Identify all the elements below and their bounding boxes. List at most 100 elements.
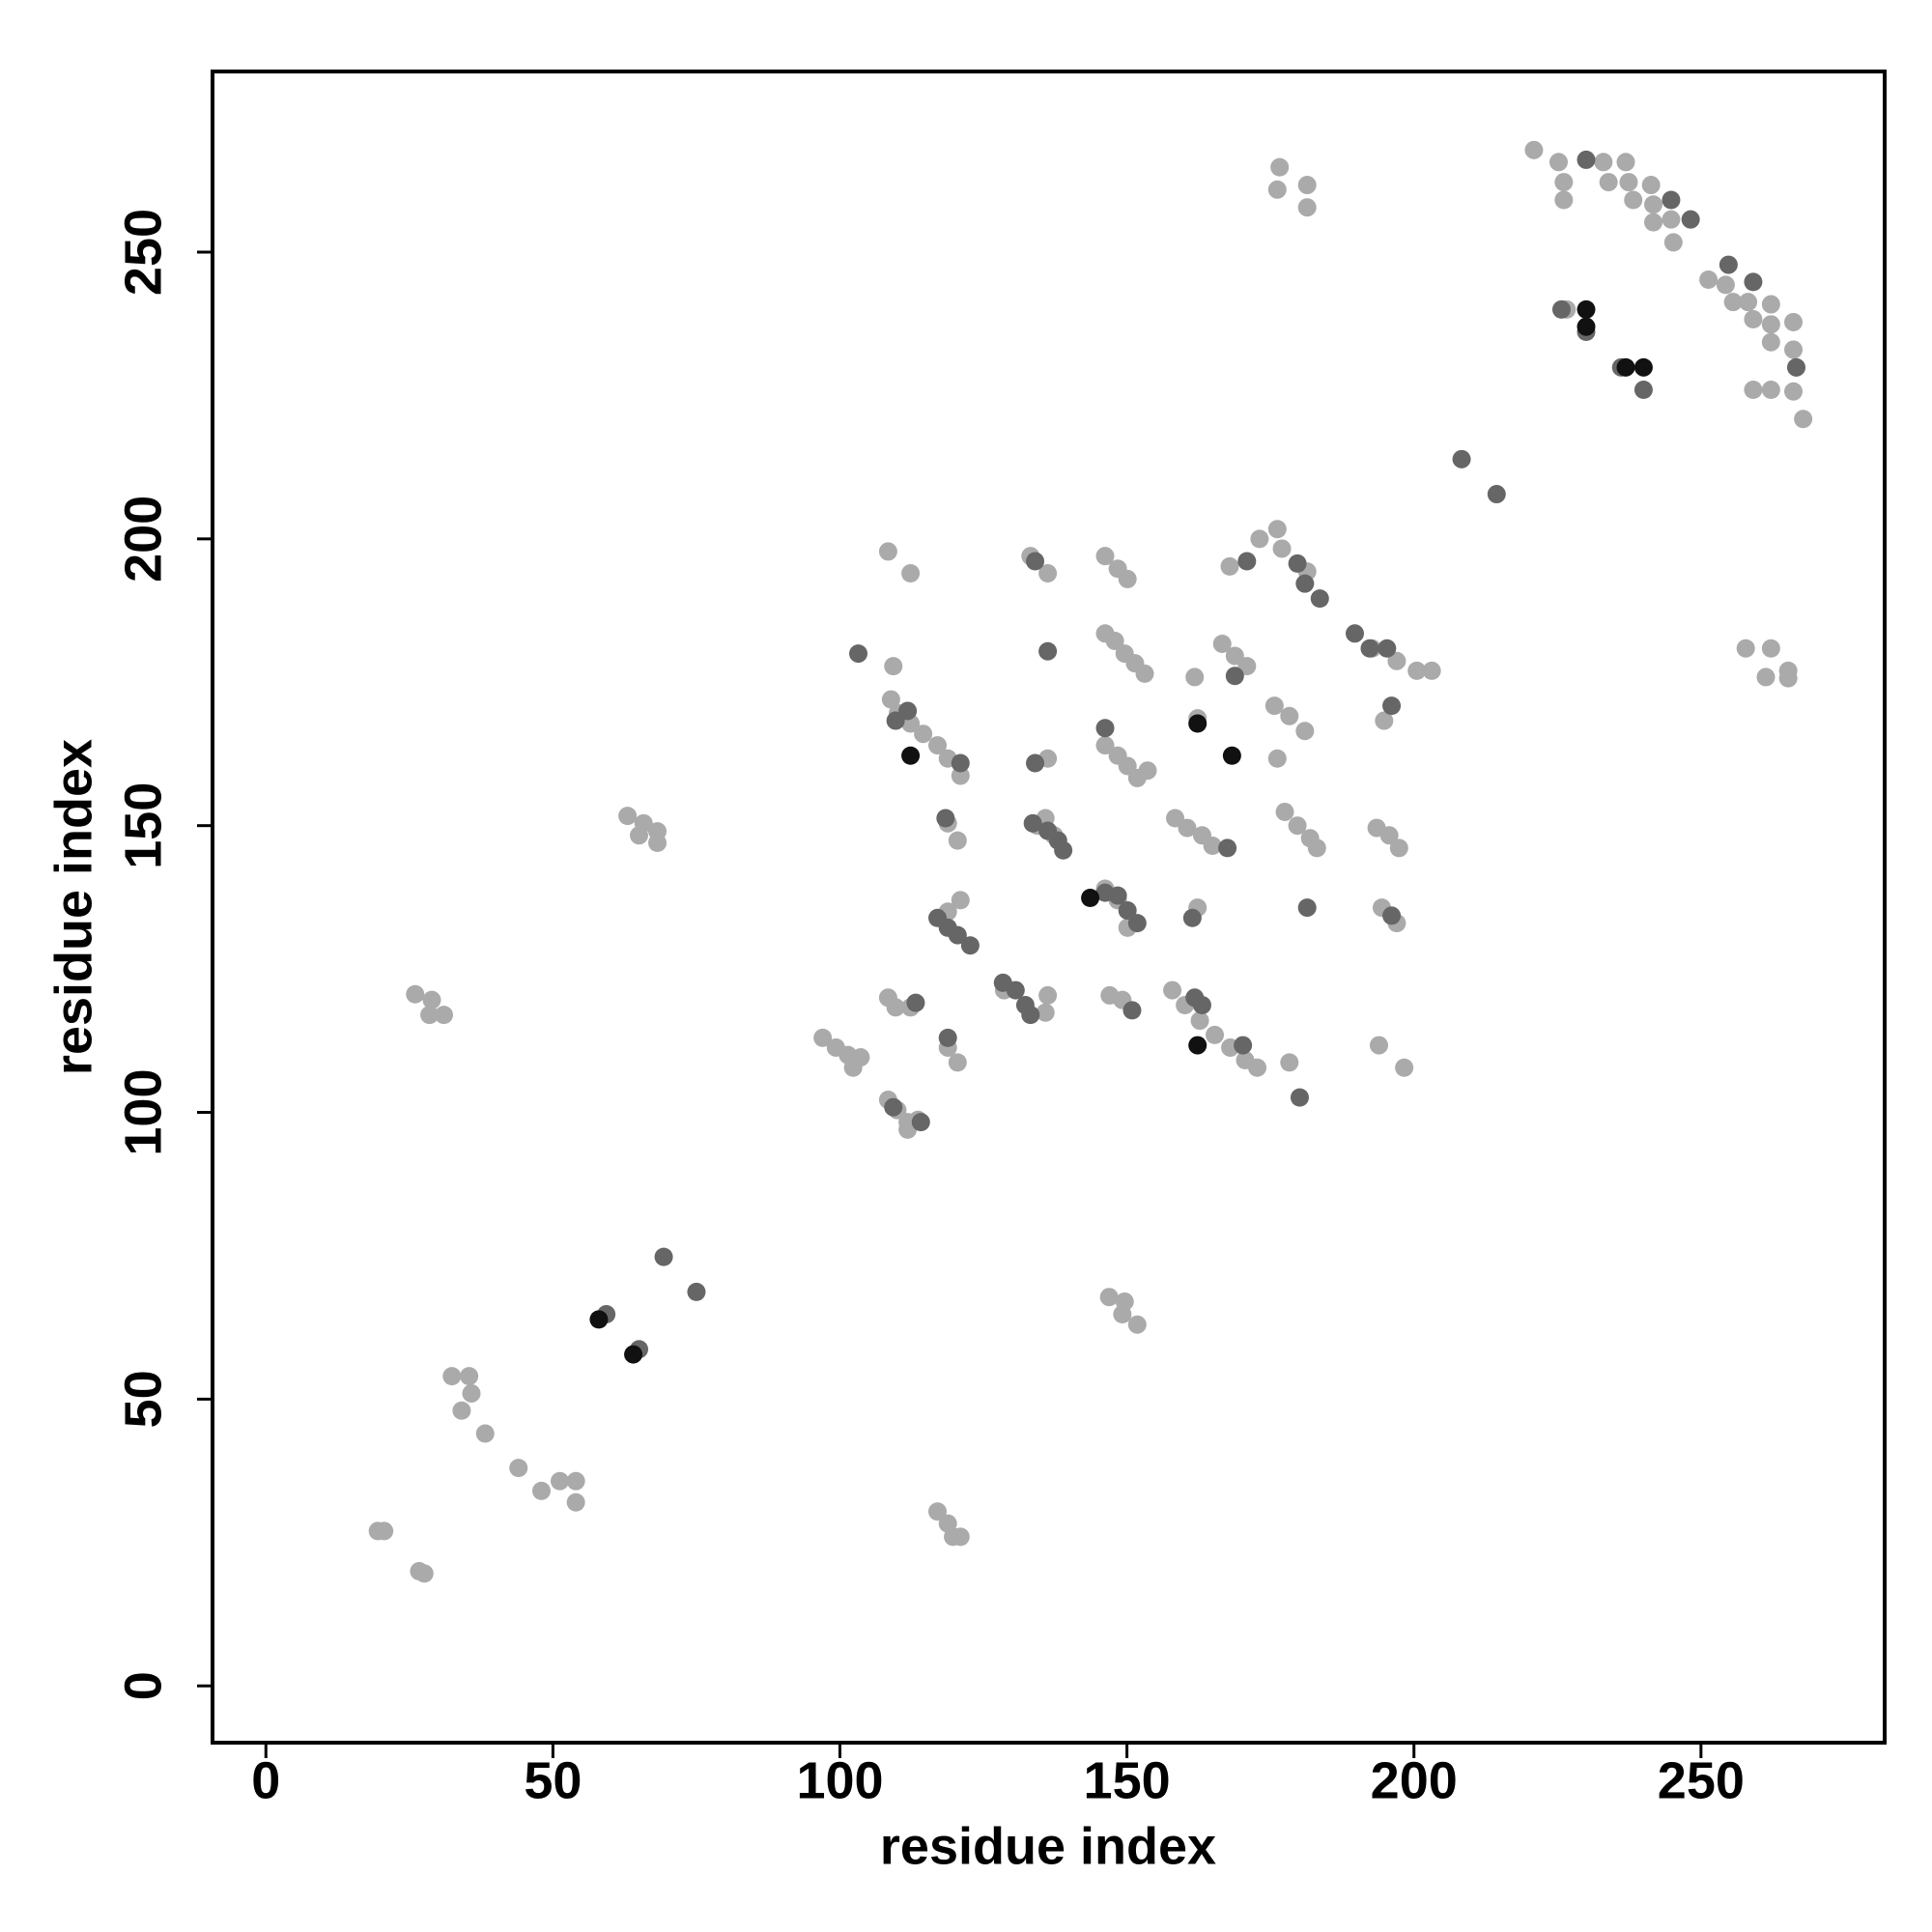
point [1452, 449, 1471, 469]
point [531, 1481, 551, 1500]
point [1280, 706, 1299, 725]
point [434, 1006, 453, 1025]
point [1190, 1011, 1209, 1031]
point [1192, 996, 1211, 1015]
point [420, 1006, 440, 1025]
point [1756, 668, 1776, 687]
point [1206, 1025, 1225, 1044]
point [1295, 722, 1315, 741]
point [951, 1527, 970, 1547]
point [1784, 312, 1804, 331]
point [1297, 176, 1317, 195]
point [1599, 173, 1618, 192]
point [928, 736, 948, 755]
point [1524, 140, 1544, 159]
point [1021, 1006, 1040, 1025]
point [1264, 696, 1284, 716]
point [951, 753, 970, 773]
point [460, 1367, 479, 1386]
point [1382, 906, 1402, 925]
point [1784, 382, 1804, 401]
point [687, 1282, 706, 1301]
point [914, 724, 933, 744]
point [1663, 233, 1683, 252]
point [1616, 357, 1635, 377]
point [1138, 761, 1157, 781]
point [1761, 380, 1780, 399]
x-tick-label: 100 [796, 1751, 883, 1809]
point [1346, 624, 1365, 643]
point [1218, 838, 1237, 858]
point [1778, 668, 1798, 688]
point [1577, 150, 1596, 169]
point [1634, 380, 1653, 399]
point [1761, 639, 1780, 658]
point [911, 1113, 930, 1132]
point [1554, 173, 1574, 192]
point [1248, 1058, 1267, 1077]
point [1122, 1001, 1142, 1020]
point [1295, 574, 1315, 593]
point [1761, 295, 1780, 314]
point [452, 1401, 471, 1420]
point [1026, 552, 1045, 571]
point [1616, 153, 1635, 172]
point [813, 1028, 833, 1047]
point [1794, 410, 1813, 429]
point [1662, 210, 1681, 229]
point [936, 809, 955, 828]
point [1267, 180, 1287, 199]
point [1095, 547, 1115, 566]
point [948, 1053, 967, 1072]
point [1487, 485, 1506, 504]
point [906, 993, 925, 1012]
point [901, 563, 921, 582]
point [1036, 1003, 1055, 1022]
point [566, 1471, 585, 1491]
point [1108, 886, 1127, 905]
x-axis-label: residue index [880, 1817, 1216, 1875]
point [1288, 554, 1307, 573]
point [1054, 840, 1073, 860]
point [1382, 696, 1402, 716]
point [1551, 299, 1571, 319]
point [1744, 380, 1763, 399]
point [901, 746, 921, 765]
point [1188, 1036, 1208, 1055]
point [849, 644, 868, 664]
point [951, 891, 970, 910]
point [1220, 556, 1239, 576]
point [1163, 980, 1182, 1000]
point [1739, 293, 1758, 312]
point [1719, 255, 1738, 274]
point [1006, 980, 1025, 1000]
point [884, 657, 903, 676]
point [886, 998, 905, 1017]
point [1267, 749, 1287, 768]
point [960, 936, 980, 955]
point [1744, 272, 1763, 292]
point [1234, 1036, 1253, 1055]
point [948, 831, 967, 850]
point [648, 834, 668, 853]
point [422, 990, 441, 1009]
y-axis-label: residue index [44, 739, 102, 1075]
point [1310, 589, 1329, 609]
point [566, 1492, 585, 1512]
point [1744, 309, 1763, 328]
point [1225, 646, 1244, 666]
point [1023, 813, 1042, 833]
point [1280, 1053, 1299, 1072]
point [1297, 898, 1317, 918]
point [1203, 836, 1222, 855]
point [1212, 634, 1232, 653]
point [1267, 520, 1287, 539]
point [1360, 639, 1379, 658]
point [1127, 1315, 1147, 1334]
point [1378, 639, 1397, 658]
y-tick-label: 200 [114, 496, 172, 582]
point [948, 925, 967, 945]
point [1736, 639, 1755, 658]
point [1577, 299, 1596, 319]
